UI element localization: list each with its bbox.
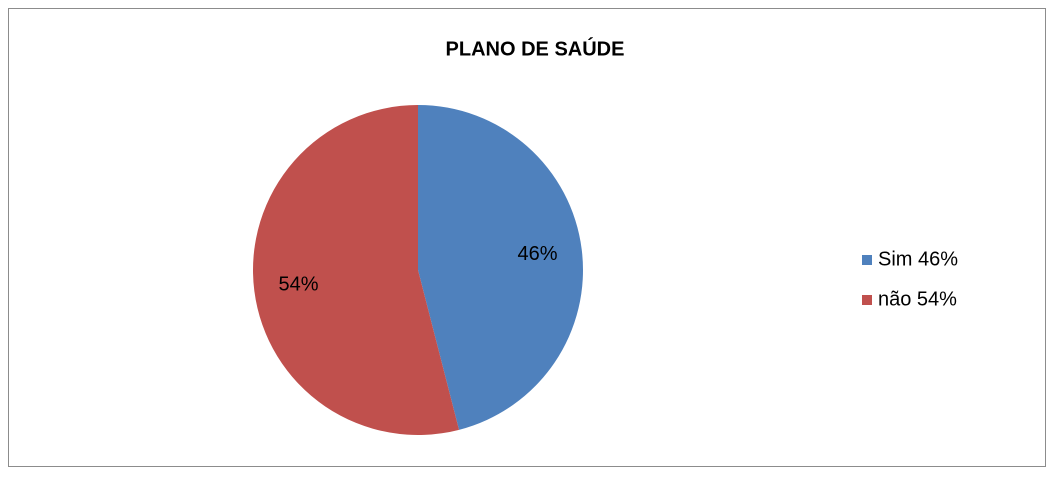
- legend-swatch: [862, 295, 872, 305]
- legend-swatch: [862, 255, 872, 265]
- pie-slice: [252, 105, 460, 436]
- legend-label: Sim 46%: [878, 248, 958, 270]
- data-label: 54%: [278, 273, 318, 295]
- chart-title: PLANO DE SAÚDE: [446, 36, 625, 60]
- legend-label: não 54%: [878, 288, 957, 310]
- pie-slice: [418, 105, 583, 430]
- data-label: 46%: [517, 243, 557, 265]
